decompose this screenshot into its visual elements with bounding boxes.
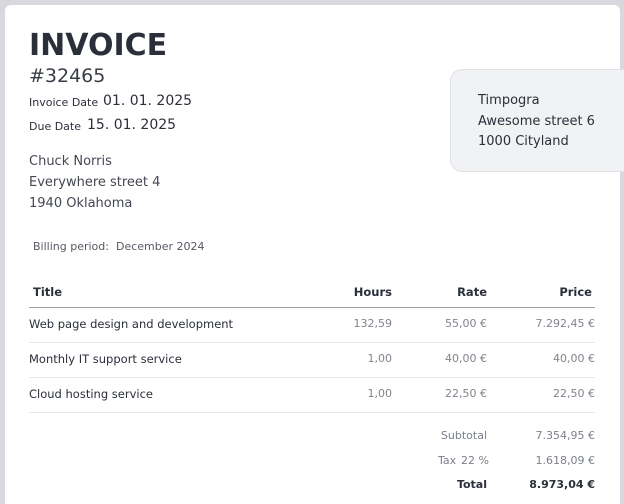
billing-period: December 2024 [116,240,205,253]
item-price: 22,50 € [553,387,595,400]
item-hours: 1,00 [367,352,393,365]
item-title: Cloud hosting service [29,387,153,401]
invoice-number: #32465 [29,65,106,87]
row-rule [29,342,595,343]
header-rule [29,307,595,308]
row-rule [29,412,595,413]
client-line: Everywhere street 4 [29,175,161,190]
item-rate: 22,50 € [445,387,487,400]
item-hours: 132,59 [353,317,393,330]
client-line: Chuck Norris [29,154,112,169]
tax: 1.618,09 € [535,454,595,467]
company-box [450,69,624,172]
tax-label: Tax [438,454,457,467]
column-header: Hours [353,285,392,299]
client-line: 1940 Oklahoma [29,196,133,211]
item-hours: 1,00 [367,387,393,400]
subtotal-label: Subtotal [440,429,487,442]
item-rate: 55,00 € [445,317,487,330]
invoice-title: INVOICE [29,28,168,63]
invoice-date-label: Invoice Date [29,96,99,109]
column-header: Title [33,285,63,299]
item-title: Web page design and development [29,317,234,331]
item-title: Monthly IT support service [29,352,182,366]
item-rate: 40,00 € [445,352,487,365]
company-line: 1000 Cityland [478,134,569,149]
column-header: Rate [457,285,487,299]
billing-period-label: Billing period: [33,240,109,253]
item-price: 40,00 € [553,352,595,365]
item-price: 7.292,45 € [535,317,595,330]
column-header: Price [559,285,592,299]
total: 8.973,04 € [529,478,595,491]
due-date: 15. 01. 2025 [87,117,177,133]
company-line: Awesome street 6 [478,114,595,129]
subtotal: 7.354,95 € [535,429,595,442]
tax-rate: 22 % [461,454,489,467]
invoice-date: 01. 01. 2025 [103,93,193,109]
total-label: Total [456,478,487,491]
due-date-label: Due Date [29,120,81,133]
company-line: Timpogra [478,93,540,108]
row-rule [29,377,595,378]
